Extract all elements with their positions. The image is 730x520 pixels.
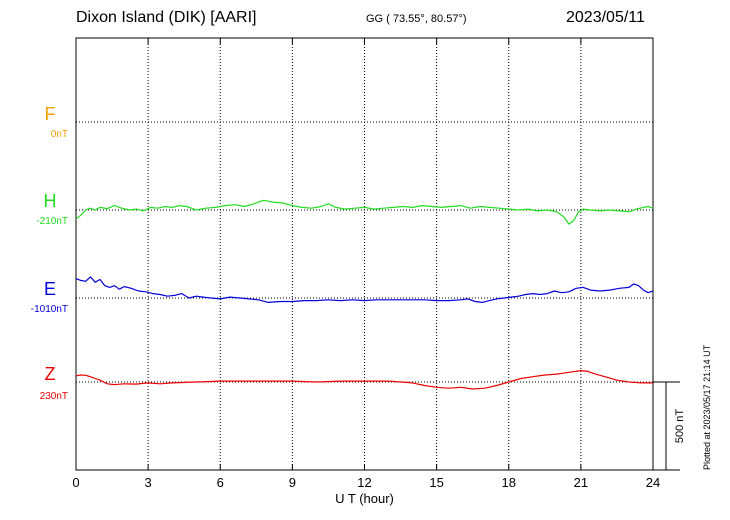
grid-lines	[147, 38, 582, 470]
baseline-lines	[76, 121, 653, 383]
series-baseline-H: -210nT	[36, 216, 68, 227]
x-tick-label-0: 0	[72, 475, 79, 490]
series-baseline-Z: 230nT	[40, 391, 68, 402]
station-title: Dixon Island (DIK) [AARI]	[76, 9, 257, 26]
plotted-timestamp: Plotted at 2023/05/17 21:14 UT	[702, 344, 712, 470]
x-axis: 0 3 6 9 12 15 18 21 24	[72, 38, 660, 490]
series-name-H: H	[44, 191, 57, 211]
x-tick-label-3: 3	[145, 475, 152, 490]
scale-bar: 500 nT	[653, 381, 686, 471]
x-axis-label: U T (hour)	[335, 491, 394, 506]
series-lines	[75, 199, 654, 390]
series-name-E: E	[44, 279, 56, 299]
series-line-Z	[75, 370, 653, 390]
series-labels: F 0nT H -210nT E -1010nT Z 230nT	[31, 104, 68, 402]
scale-bar-label: 500 nT	[674, 409, 686, 444]
chart-date: 2023/05/11	[566, 9, 645, 26]
x-tick-label-9: 9	[289, 475, 296, 490]
series-name-F: F	[45, 104, 56, 124]
x-tick-label-12: 12	[357, 475, 371, 490]
x-tick-label-24: 24	[646, 475, 660, 490]
x-tick-label-18: 18	[502, 475, 516, 490]
series-name-Z: Z	[45, 364, 56, 384]
series-baseline-F: 0nT	[51, 129, 68, 140]
x-tick-label-21: 21	[574, 475, 588, 490]
x-tick-label-15: 15	[429, 475, 443, 490]
station-coordinates: GG ( 73.55°, 80.57°)	[366, 13, 467, 25]
x-tick-label-6: 6	[217, 475, 224, 490]
series-line-H	[75, 199, 654, 225]
series-baseline-E: -1010nT	[31, 304, 68, 315]
series-line-E	[75, 276, 654, 303]
